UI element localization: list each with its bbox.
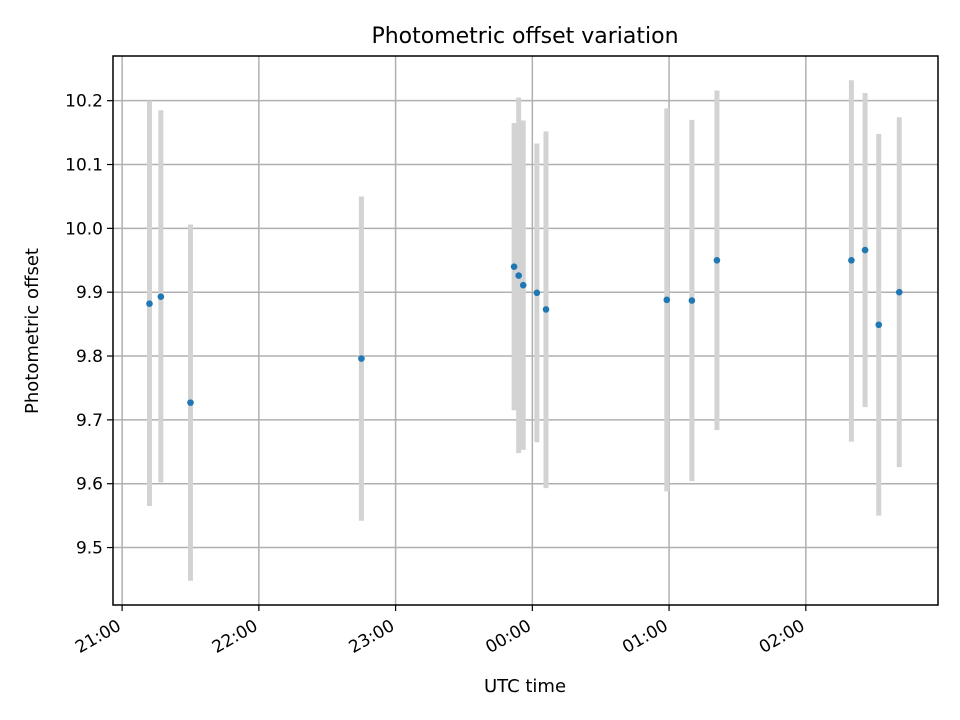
data-point [713,256,721,264]
data-point [895,288,903,296]
data-point [510,263,518,270]
x-axis-label: UTC time [484,676,566,697]
y-tick-label: 10.1 [65,156,103,176]
y-tick-label: 9.6 [76,475,103,495]
data-point [515,272,522,279]
data-point [875,321,883,329]
data-point [663,296,671,304]
data-point [542,306,550,313]
data-point [519,281,527,289]
y-axis-ticks: 9.5 9.6 9.7 9.8 9.9 10.0 10.1 10.2 [65,92,113,559]
data-point [688,297,696,304]
data-point [848,256,855,264]
chart-title: Photometric offset variation [371,24,678,49]
data-point [157,293,165,300]
data-point [861,246,869,254]
data-point [358,355,365,362]
y-axis-label: Photometric offset [22,248,43,414]
y-tick-label: 10.2 [65,92,103,112]
y-tick-label: 9.5 [76,539,103,559]
data-point [146,300,153,307]
data-point [187,399,194,406]
data-points [146,246,903,406]
y-tick-label: 9.8 [76,347,103,367]
plot-frame [112,55,939,606]
y-tick-label: 9.9 [76,283,103,303]
data-point [533,289,541,297]
y-tick-label: 10.0 [65,219,103,239]
y-tick-label: 9.7 [76,411,103,431]
